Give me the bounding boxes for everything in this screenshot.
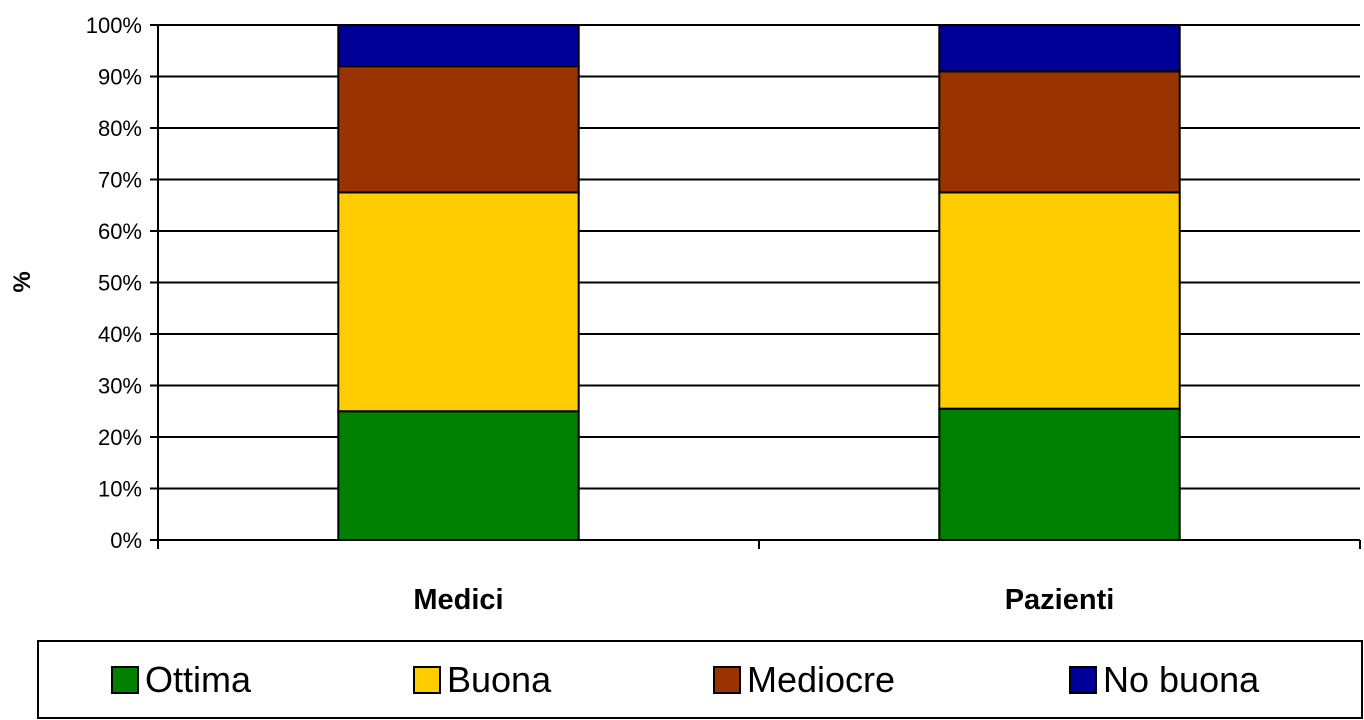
legend-swatch (111, 665, 139, 694)
y-tick-label: 40% (98, 322, 142, 347)
legend-item-mediocre: Mediocre (713, 642, 895, 717)
y-tick-label: 10% (98, 477, 142, 502)
legend-item-ottima: Ottima (111, 642, 251, 717)
y-tick-label: 70% (98, 168, 142, 193)
legend-item-buona: Buona (413, 642, 551, 717)
stacked-bar-chart: 0% 10% 20% 30% 40% 50% 60% 70% 80% 90% 100% Medici… (9, 13, 1361, 616)
bar-segment-ottima (337, 410, 580, 541)
legend-label: Ottima (145, 658, 252, 700)
x-category-label: Medici (413, 584, 503, 616)
bar-segment-mediocre (938, 70, 1181, 194)
legend-swatch (713, 665, 741, 694)
axes (157, 25, 1361, 549)
y-axis-title: % (9, 271, 36, 292)
y-axis-ticks: 0% 10% 20% 30% 40% 50% 60% 70% 80% 90% 100% (86, 13, 158, 553)
legend: Ottima Buona Mediocre No buona (37, 640, 1363, 719)
y-tick-label: 50% (98, 271, 142, 296)
y-tick-label: 20% (98, 425, 142, 450)
bar-segment-no-buona (938, 24, 1181, 73)
y-tick-label: 80% (98, 116, 142, 141)
x-axis-categories: Medici Pazienti (413, 584, 1114, 616)
bar-segment-ottima (938, 407, 1181, 541)
bar-segment-buona (938, 191, 1181, 410)
legend-item-no-buona: No buona (1069, 642, 1259, 717)
legend-swatch (413, 665, 441, 694)
x-category-label: Pazienti (1005, 584, 1115, 616)
legend-label: Buona (447, 658, 552, 700)
y-tick-label: 90% (98, 65, 142, 90)
bar-segment-no-buona (337, 24, 580, 68)
bars (337, 24, 1181, 541)
y-tick-label: 0% (110, 528, 142, 553)
bar-segment-buona (337, 191, 580, 413)
bar-segment-mediocre (337, 65, 580, 194)
y-tick-label: 100% (86, 13, 142, 38)
y-tick-label: 60% (98, 219, 142, 244)
legend-swatch (1069, 665, 1097, 694)
legend-label: No buona (1103, 658, 1260, 700)
y-tick-label: 30% (98, 374, 142, 399)
legend-label: Mediocre (747, 658, 896, 700)
